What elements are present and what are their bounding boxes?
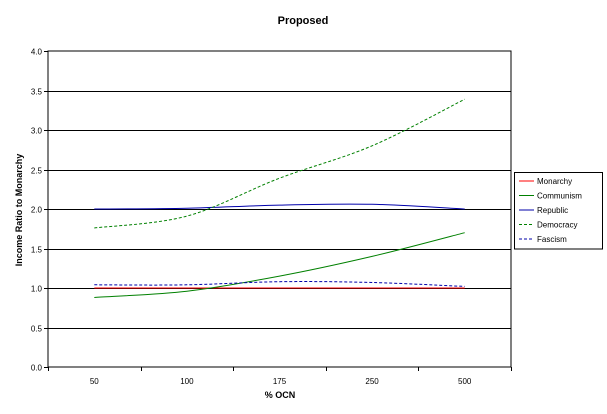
legend-label-democracy: Democracy <box>537 221 577 230</box>
x-tick-label: 175 <box>273 377 287 386</box>
x-axis: 50 100 175 250 500 <box>48 367 512 386</box>
y-axis-label: Income Ratio to Monarchy <box>14 154 24 267</box>
x-tick-label: 500 <box>458 377 472 386</box>
y-tick-label: 1.0 <box>31 285 43 294</box>
legend-label-republic: Republic <box>537 206 568 215</box>
series-line-communism <box>94 232 465 298</box>
y-tick-label: 3.0 <box>31 127 43 136</box>
y-tick-label: 3.5 <box>31 88 43 97</box>
y-tick-label: 2.5 <box>31 167 43 176</box>
legend-label-communism: Communism <box>537 192 582 201</box>
series-line-republic <box>94 203 465 210</box>
y-axis: 0.0 0.5 1.0 1.5 2.0 2.5 3.0 3.5 4.0 <box>31 48 48 373</box>
x-axis-label: % OCN <box>265 390 296 400</box>
x-tick-label: 100 <box>180 377 194 386</box>
x-tick-label: 50 <box>90 377 99 386</box>
legend-box <box>514 172 603 250</box>
y-tick-label: 2.0 <box>31 206 43 215</box>
y-tick-label: 0.5 <box>31 325 43 334</box>
chart-title: Proposed <box>278 15 329 27</box>
y-tick-label: 4.0 <box>31 48 43 57</box>
series-lines <box>94 98 465 298</box>
x-tick-label: 250 <box>365 377 379 386</box>
series-line-democracy <box>94 98 465 229</box>
y-tick-label: 1.5 <box>31 246 43 255</box>
y-tick-label: 0.0 <box>31 364 43 373</box>
legend: Monarchy Communism Republic Democracy Fascis… <box>514 172 603 250</box>
legend-label-monarchy: Monarchy <box>537 177 572 186</box>
series-line-fascism <box>94 281 465 287</box>
legend-label-fascism: Fascism <box>537 235 567 244</box>
